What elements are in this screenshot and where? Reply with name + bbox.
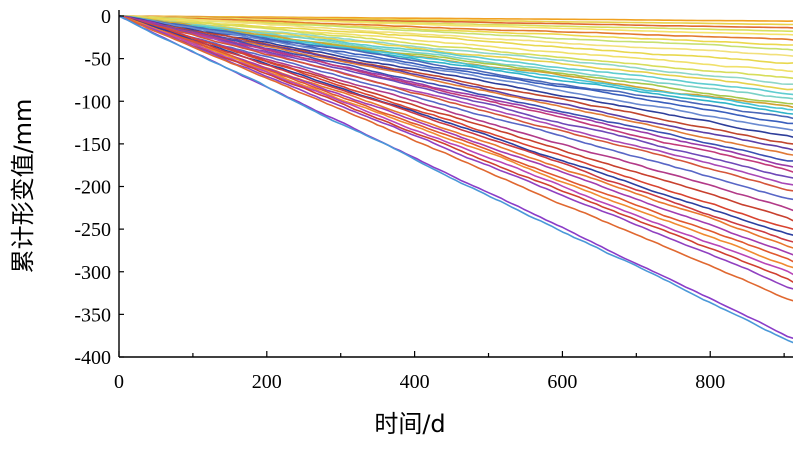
series-line	[119, 15, 793, 192]
y-axis-title: 累计形变值/mm	[9, 99, 37, 274]
series-line	[119, 15, 793, 263]
x-tick-label: 600	[547, 371, 577, 393]
y-tick-label: -300	[74, 262, 111, 284]
x-tick-label: 0	[114, 371, 124, 393]
series-line	[119, 15, 793, 212]
x-tick-label: 800	[695, 371, 725, 393]
series-line	[119, 15, 793, 201]
series-line	[119, 15, 793, 269]
series-line	[119, 15, 793, 243]
series-line	[119, 15, 793, 125]
series-line	[119, 15, 793, 302]
x-tick-label: 200	[252, 371, 282, 393]
series-line	[119, 15, 793, 151]
series-line	[119, 15, 793, 41]
x-tick-label: 400	[400, 371, 430, 393]
series-line	[119, 15, 793, 236]
x-axis-title: 时间/d	[374, 410, 445, 438]
series-line	[119, 15, 793, 120]
series-line	[119, 15, 793, 186]
series-line	[119, 15, 793, 145]
y-tick-label: -400	[74, 347, 111, 369]
axes-layer	[118, 10, 793, 358]
series-layer	[119, 15, 793, 344]
series-line	[119, 15, 793, 290]
series-line	[119, 15, 793, 230]
series-line	[119, 15, 793, 162]
y-tick-label: -100	[74, 91, 111, 113]
series-line	[119, 15, 793, 179]
series-line	[119, 15, 793, 173]
series-line	[119, 15, 793, 283]
y-tick-label: -50	[84, 49, 111, 71]
series-line	[119, 15, 793, 91]
series-line	[119, 15, 793, 100]
series-line	[119, 15, 793, 57]
series-line	[119, 15, 793, 131]
series-line	[119, 15, 793, 79]
y-tick-label: -250	[74, 219, 111, 241]
series-line	[119, 15, 793, 276]
y-tick-label: 0	[101, 6, 111, 28]
y-tick-label: -350	[74, 304, 111, 326]
series-line	[119, 15, 793, 344]
y-tick-label: -150	[74, 134, 111, 156]
series-line	[119, 15, 793, 96]
y-tick-label: -200	[74, 177, 111, 199]
